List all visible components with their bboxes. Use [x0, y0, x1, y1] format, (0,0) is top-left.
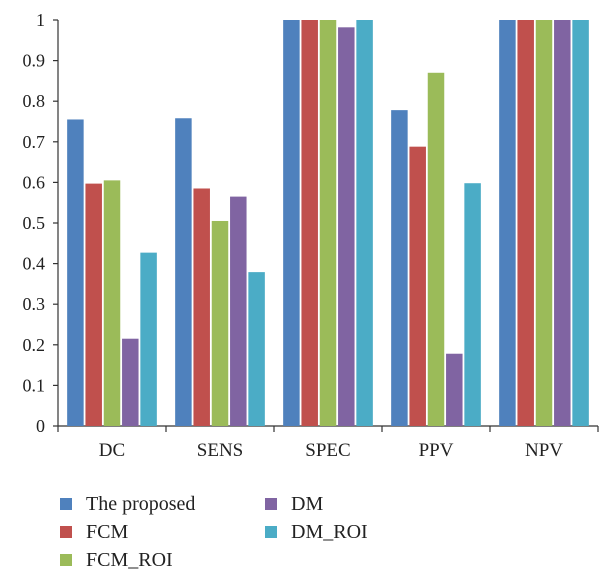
y-tick-label: 0.3: [23, 294, 46, 314]
legend-item: DM_ROI: [265, 520, 368, 544]
bar: [248, 272, 265, 426]
bar: [230, 196, 247, 426]
legend-item: FCM_ROI: [60, 548, 173, 572]
bar: [572, 20, 589, 426]
y-tick-label: 0.2: [23, 335, 46, 355]
y-tick-label: 0.5: [23, 213, 46, 233]
x-category-label: PPV: [419, 440, 454, 461]
bar: [193, 188, 210, 426]
legend-swatch: [60, 526, 72, 538]
bar: [554, 20, 571, 426]
bar: [464, 183, 481, 426]
legend-item: The proposed: [60, 492, 195, 516]
bar: [319, 20, 337, 426]
y-tick-label: 0.1: [23, 375, 46, 395]
bar: [301, 20, 318, 426]
y-tick-label: 1: [36, 10, 45, 30]
legend-swatch: [60, 498, 72, 510]
bar: [103, 180, 121, 426]
bar: [122, 338, 139, 426]
y-tick-label: 0.8: [23, 91, 46, 111]
y-tick-label: 0.7: [23, 132, 46, 152]
bar: [85, 183, 102, 426]
legend-item: FCM: [60, 520, 128, 544]
bar: [175, 118, 192, 426]
bar-chart: 0 0.1 0.2 0.3 0.4 0.5 0.6 0.7 0.8 0.9 1 DC SENS SPEC…: [23, 10, 599, 461]
legend-label: FCM_ROI: [86, 548, 173, 571]
bar: [499, 20, 516, 426]
bars-group: [67, 20, 589, 426]
legend-swatch: [265, 498, 277, 510]
bar: [338, 27, 355, 426]
legend-swatch: [265, 526, 277, 538]
bar: [517, 20, 534, 426]
y-tick-label: 0.9: [23, 51, 46, 71]
legend-label: DM_ROI: [291, 520, 368, 543]
legend-label: DM: [291, 492, 324, 515]
bar: [446, 353, 463, 426]
legend-swatch: [60, 554, 72, 566]
bar: [427, 72, 445, 426]
bar: [211, 220, 229, 426]
bar: [535, 20, 553, 426]
y-tick-label: 0.6: [23, 172, 46, 192]
bar: [391, 110, 408, 426]
y-axis-ticks: 0 0.1 0.2 0.3 0.4 0.5 0.6 0.7 0.8 0.9 1: [23, 10, 58, 436]
legend-label: FCM: [86, 520, 129, 543]
y-tick-label: 0.4: [23, 254, 46, 274]
bar: [283, 20, 300, 426]
bar: [67, 119, 84, 426]
legend: The proposed FCM FCM_ROI DM DM_ROI: [60, 492, 480, 572]
bar: [356, 20, 373, 426]
legend-label: The proposed: [86, 492, 196, 515]
bar: [409, 146, 426, 426]
x-category-label: NPV: [525, 440, 563, 461]
x-category-label: DC: [99, 440, 125, 461]
bar: [140, 252, 157, 426]
legend-item: DM: [265, 492, 323, 516]
x-axis-ticks: DC SENS SPEC PPV NPV: [57, 426, 599, 461]
x-category-label: SENS: [197, 440, 243, 461]
y-tick-label: 0: [36, 416, 45, 436]
x-category-label: SPEC: [305, 440, 350, 461]
